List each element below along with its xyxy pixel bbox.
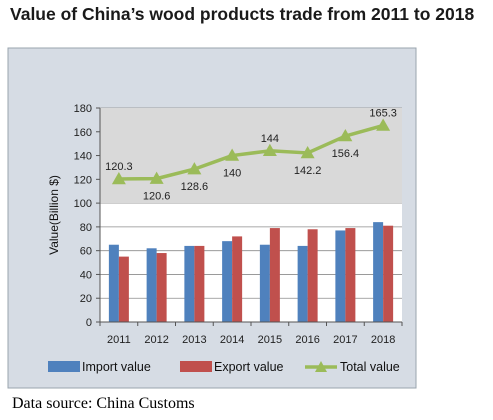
legend-import-swatch: [48, 361, 80, 372]
y-tick-label: 60: [80, 246, 92, 258]
total-value-marker: [338, 129, 353, 142]
y-tick-label: 20: [80, 293, 92, 305]
total-value-marker: [300, 145, 315, 159]
total-value-label: 140: [223, 168, 241, 180]
total-value-marker: [262, 143, 277, 157]
total-value-label: 142.2: [294, 165, 322, 177]
total-value-label: 165.3: [369, 107, 397, 119]
total-value-label: 120.6: [143, 191, 171, 203]
x-tick-label: 2014: [220, 334, 244, 346]
total-value-label: 144: [261, 133, 279, 145]
import-bar: [259, 244, 270, 322]
export-bar: [156, 253, 167, 322]
legend-export-swatch: [180, 361, 212, 372]
y-tick-label: 100: [74, 198, 92, 210]
legend-total-marker: [315, 361, 327, 372]
import-bar: [108, 244, 119, 322]
upper-band: [100, 108, 402, 204]
x-tick-label: 2016: [295, 334, 319, 346]
total-value-marker: [376, 118, 391, 131]
x-tick-label: 2013: [182, 334, 206, 346]
legend: Import value Export value Total value: [48, 360, 400, 374]
y-tick-label: 80: [80, 222, 92, 234]
axes: 0 20 40 60 80 100 120 140 160 180 2011 2012 2013 2014…: [74, 103, 403, 346]
total-value-marker: [111, 171, 126, 185]
total-value-marker: [149, 171, 164, 184]
chart: 0 20 40 60 80 100 120 140 160 180 2011 2012 2013 2014…: [7, 47, 417, 389]
total-line: [111, 118, 391, 185]
x-tick-label: 2017: [333, 334, 357, 346]
legend-export-label: Export value: [214, 360, 284, 374]
import-bar: [222, 241, 233, 322]
export-bar: [118, 256, 129, 322]
y-tick-label: 40: [80, 269, 92, 281]
import-bar: [146, 248, 157, 322]
export-bar: [307, 229, 318, 322]
legend-import-label: Import value: [82, 360, 151, 374]
bars: [108, 222, 394, 322]
y-tick-label: 180: [74, 103, 92, 115]
export-bar: [383, 225, 394, 322]
total-value-label: 128.6: [181, 181, 209, 193]
chart-title: Value of China’s wood products trade fro…: [10, 4, 475, 24]
export-bar: [232, 236, 243, 322]
data-source: Data source: China Customs: [12, 395, 195, 412]
y-tick-label: 0: [86, 317, 92, 329]
total-value-marker: [225, 148, 240, 161]
export-bar: [194, 245, 205, 322]
total-value-line: [118, 123, 384, 181]
data-labels: 120.3 120.6 128.6 140 144 142.2 156.4 165.3: [105, 107, 397, 202]
export-bar: [269, 228, 280, 322]
import-bar: [184, 245, 195, 322]
y-axis-label: Value(Billion $): [47, 175, 61, 255]
import-bar: [297, 245, 308, 322]
total-value-label: 120.3: [105, 161, 133, 173]
y-tick-label: 120: [74, 174, 92, 186]
upper-shade: [100, 108, 402, 204]
x-tick-label: 2011: [107, 334, 131, 346]
y-tick-label: 140: [74, 151, 92, 163]
total-value-marker: [187, 162, 202, 175]
x-tick-label: 2012: [144, 334, 168, 346]
x-tick-label: 2018: [371, 334, 395, 346]
total-value-label: 156.4: [332, 148, 360, 160]
y-tick-label: 160: [74, 127, 92, 139]
x-tick-label: 2015: [258, 334, 282, 346]
import-bar: [335, 230, 346, 322]
export-bar: [345, 228, 356, 322]
legend-total-label: Total value: [340, 360, 400, 374]
import-bar: [373, 222, 384, 322]
